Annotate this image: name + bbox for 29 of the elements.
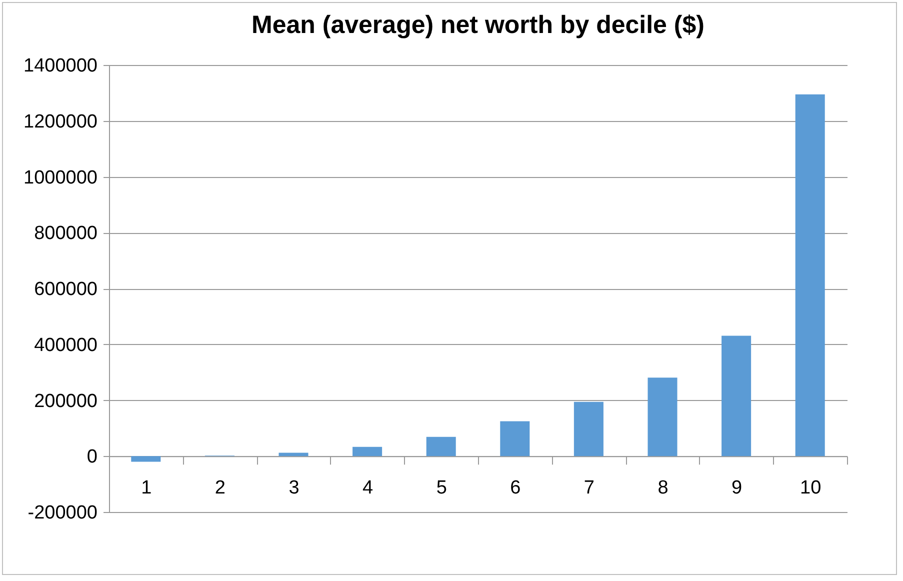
x-tick-label: 6 [510, 478, 521, 499]
bar [278, 452, 308, 456]
x-tick-label: 9 [732, 478, 742, 499]
bar [722, 336, 752, 456]
x-tick-label: 3 [288, 478, 300, 499]
y-tick-label: 400000 [34, 334, 98, 356]
x-tick-label: 4 [362, 478, 374, 499]
x-tick-label: 7 [584, 478, 594, 499]
y-tick-label: 1400000 [24, 56, 98, 76]
y-tick-label: 0 [86, 446, 98, 468]
y-tick-label: -200000 [28, 502, 98, 524]
y-tick-label: 200000 [34, 390, 98, 412]
bar [648, 378, 678, 456]
y-tick-label: 1200000 [24, 111, 98, 132]
bar [426, 436, 456, 456]
x-tick-label: 8 [658, 478, 668, 499]
y-tick-label: 600000 [34, 279, 98, 300]
bar [352, 446, 382, 456]
x-tick-label: 10 [800, 478, 822, 499]
x-tick-label: 2 [214, 478, 226, 499]
x-tick-label: 1 [141, 478, 152, 499]
bar [500, 421, 530, 456]
x-tick-label: 5 [436, 478, 447, 499]
bar [795, 94, 825, 456]
bar [574, 402, 604, 456]
bar [131, 456, 161, 462]
chart-title: Mean (average) net worth by decile ($) [252, 11, 704, 39]
y-tick-label: 1000000 [24, 167, 98, 188]
y-tick-label: 800000 [34, 223, 98, 244]
